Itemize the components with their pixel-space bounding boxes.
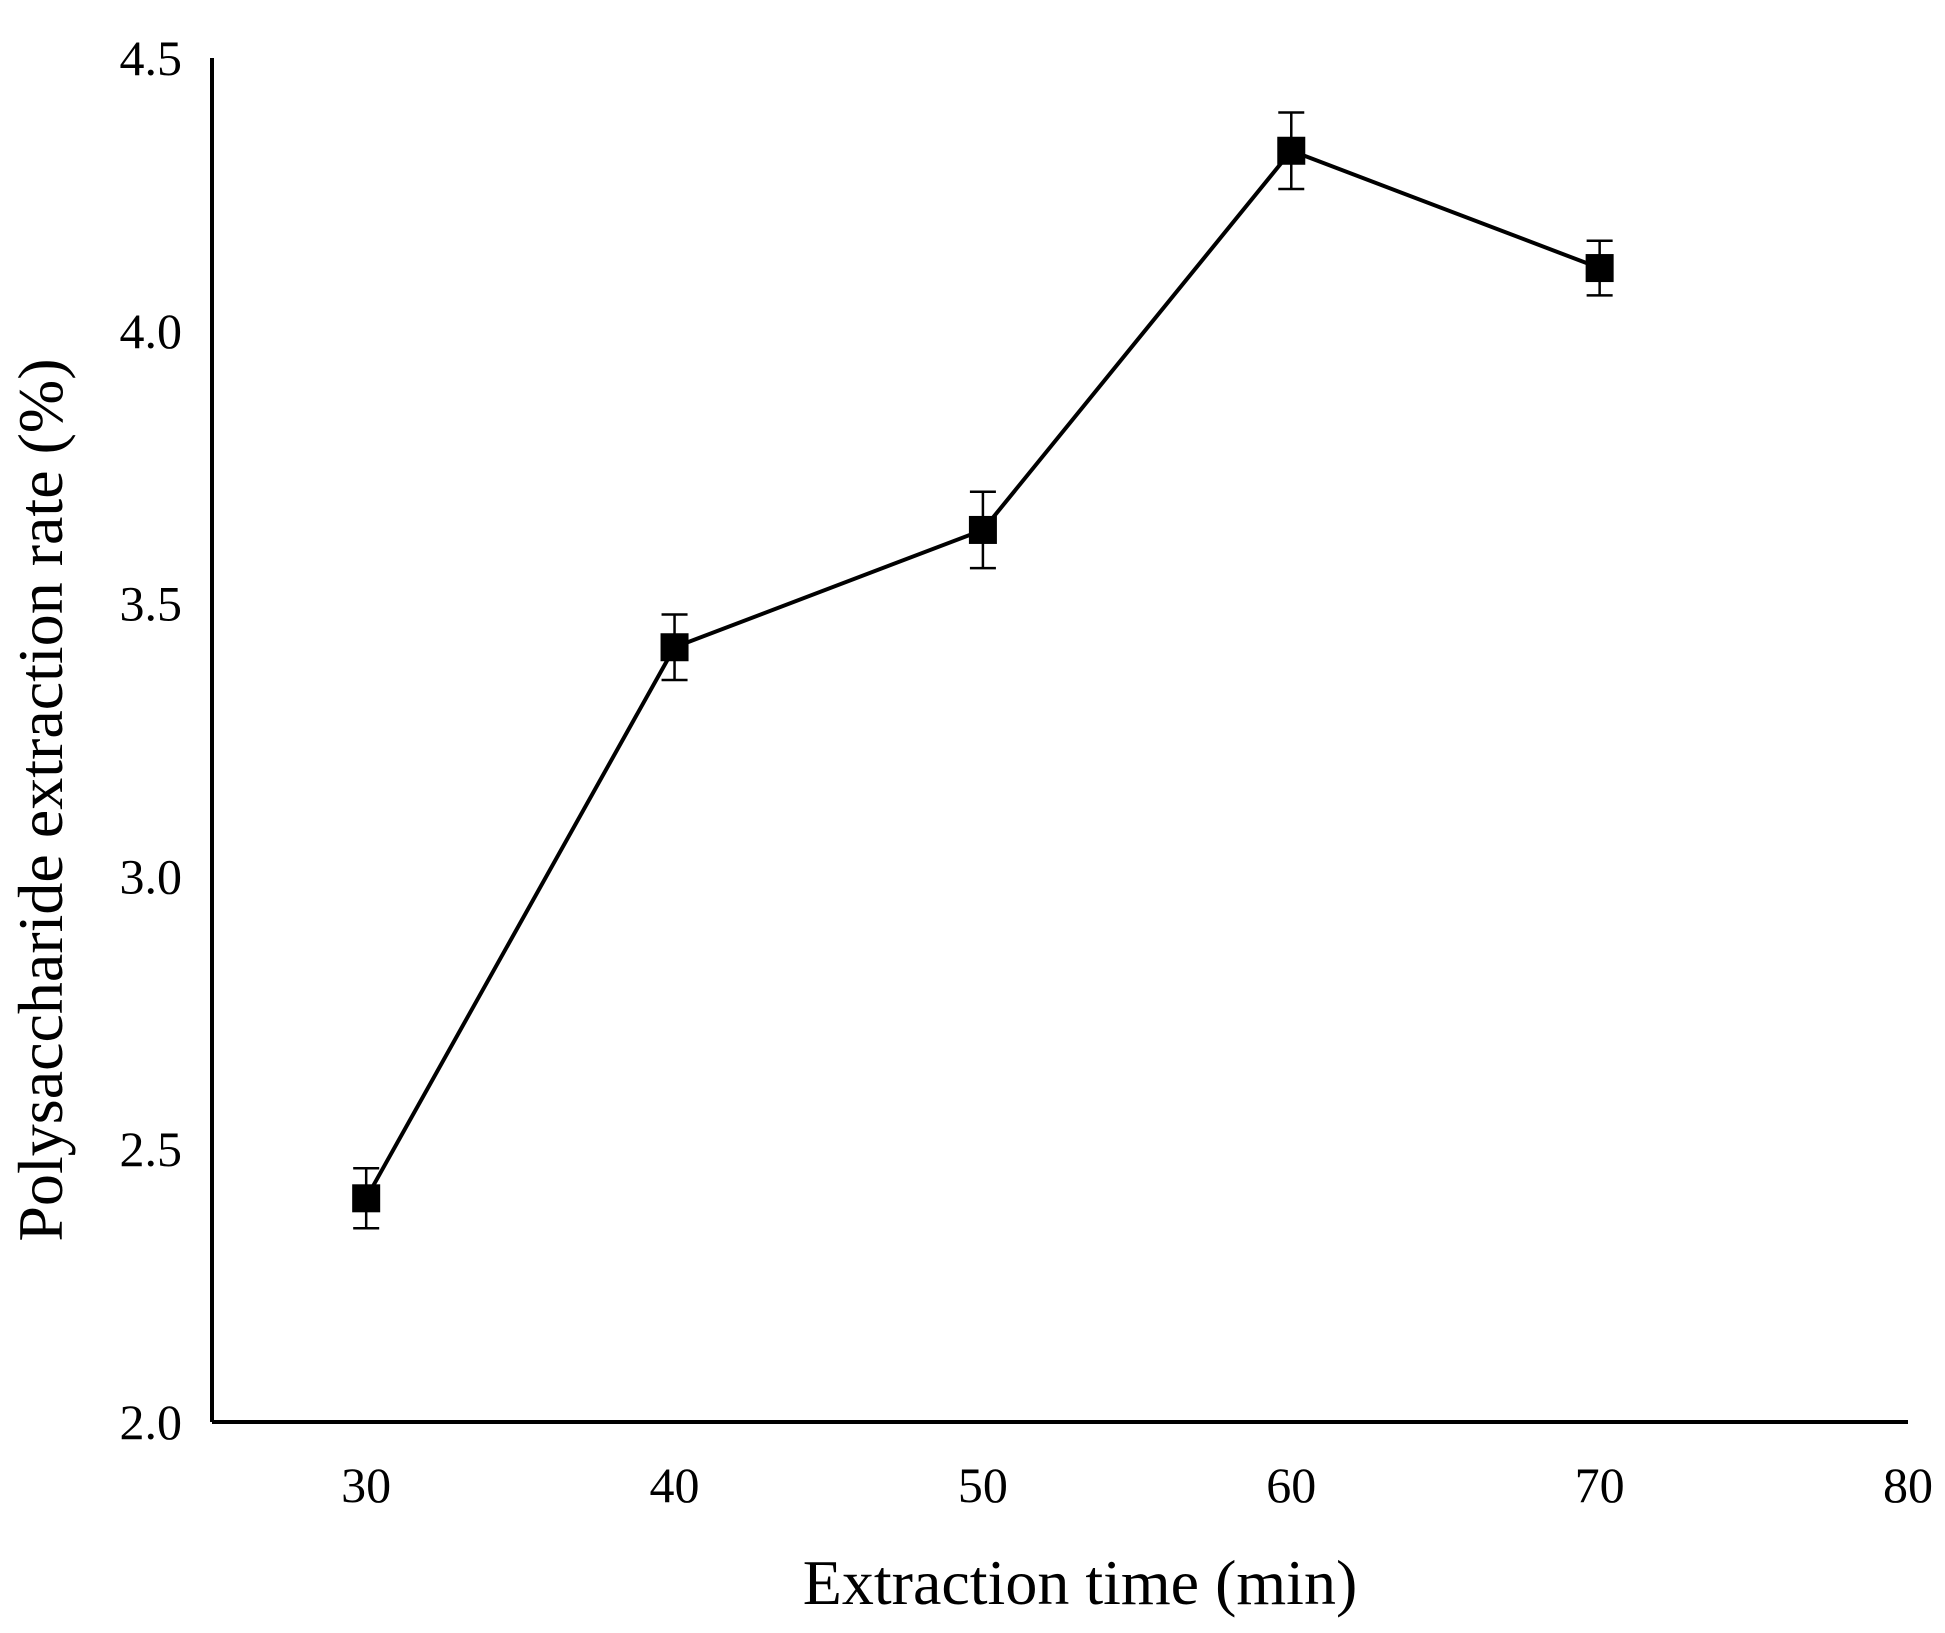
y-tick-label: 3.0 <box>120 848 183 904</box>
y-tick-label: 3.5 <box>120 576 183 632</box>
x-axis-title: Extraction time (min) <box>803 1547 1358 1618</box>
series-line <box>364 148 1601 1200</box>
y-tick-label: 4.0 <box>120 303 183 359</box>
x-tick-label: 50 <box>958 1457 1008 1513</box>
x-tick-label: 70 <box>1575 1457 1625 1513</box>
x-tick-label: 30 <box>341 1457 391 1513</box>
data-point <box>1277 136 1306 165</box>
data-point <box>968 515 997 544</box>
y-axis-title: Polysaccharide extraction rate (%) <box>5 358 76 1241</box>
y-tick-label: 2.5 <box>120 1121 183 1177</box>
y-tick-label: 2.0 <box>120 1394 183 1450</box>
y-tick-label: 4.5 <box>120 30 183 86</box>
y-tick-labels: 2.0 2.5 3.0 3.5 4.0 4.5 <box>120 30 183 1450</box>
data-point <box>660 633 689 662</box>
data-point <box>1585 254 1614 283</box>
x-tick-labels: 30 40 50 60 70 80 <box>341 1457 1933 1513</box>
data-series <box>352 111 1614 1230</box>
plot-area: 2.0 2.5 3.0 3.5 4.0 4.5 30 40 50 60 70 80 <box>120 30 1934 1513</box>
data-point <box>352 1184 381 1213</box>
x-tick-label: 40 <box>650 1457 700 1513</box>
x-tick-label: 80 <box>1883 1457 1933 1513</box>
x-tick-label: 60 <box>1266 1457 1316 1513</box>
